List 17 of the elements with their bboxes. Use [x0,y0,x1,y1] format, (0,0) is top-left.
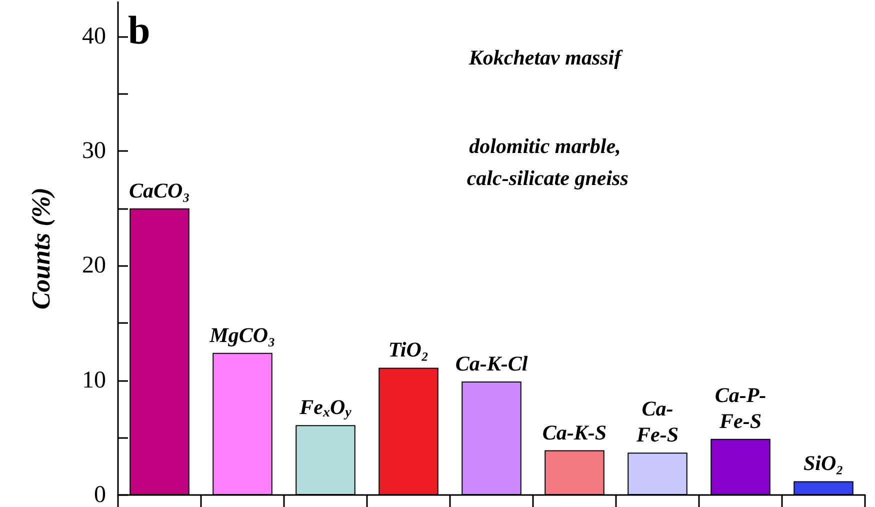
x-tick-label: CaCO₃ [128,178,190,202]
x-tick-label: Ca-K-S [542,420,607,444]
annotation: b [128,8,150,52]
x-tick-label: TiO₂ [388,338,429,362]
text: dolomitic marble, calc-silicate gneiss [462,134,628,190]
y-tick-label: 40 [82,23,106,50]
y-tick-label: 30 [82,138,106,164]
x-tick-label: SiO₂ [803,451,844,476]
y-axis-title: Counts (%) [26,187,56,310]
y-tick-label: 20 [82,252,106,279]
x-tick-label: Ca-K-Cl [455,351,528,376]
x-tick-label: MgCO₃ [208,322,276,347]
y-tick-label: 0 [94,482,106,507]
x-tick-label: Ca- Fe-S [636,396,678,447]
y-tick-label: 10 [82,367,106,394]
x-tick-label: Ca-P- Fe-S [714,382,766,433]
text: Kokchetav massif [468,46,624,70]
